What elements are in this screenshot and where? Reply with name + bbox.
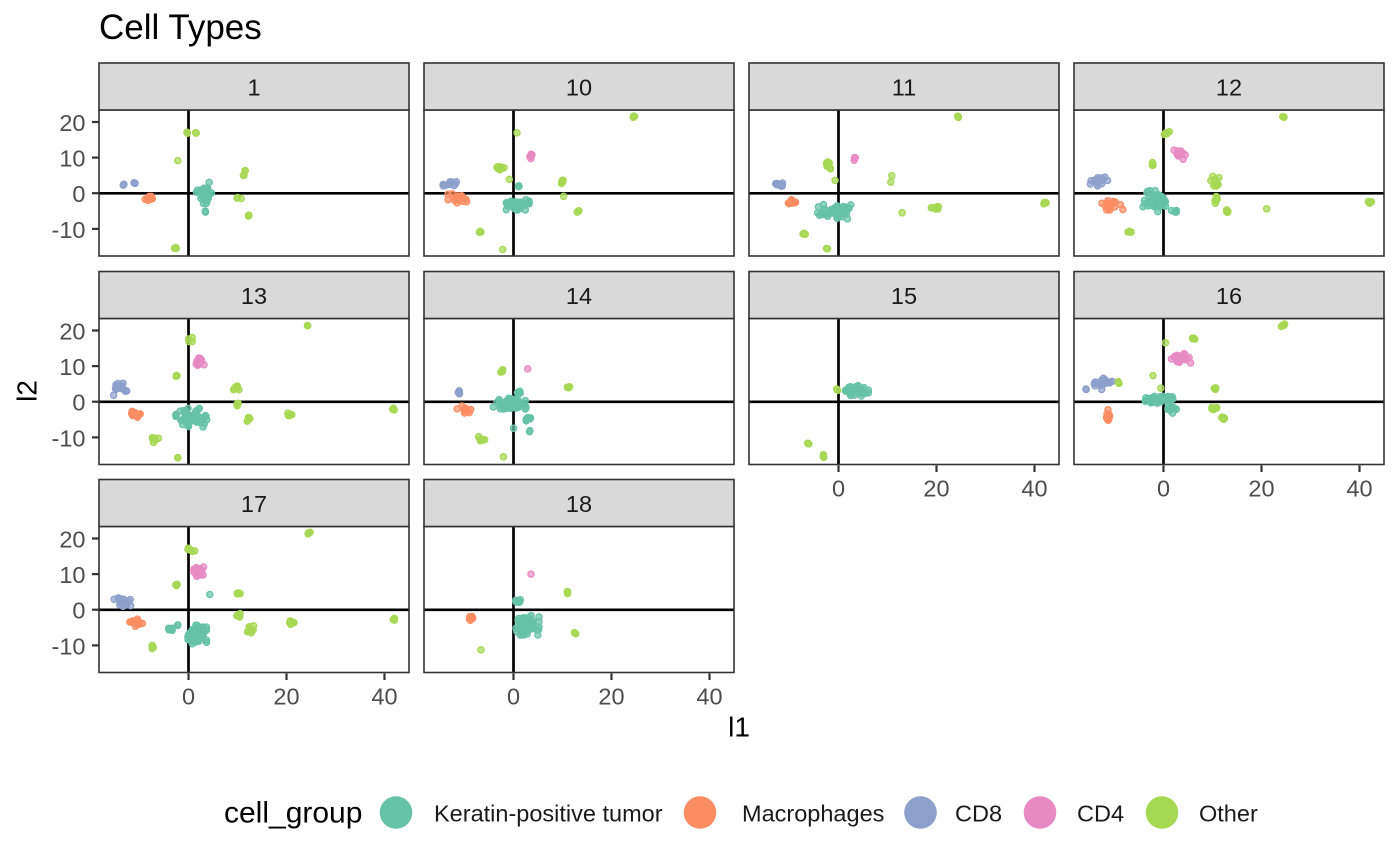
svg-text:40: 40 <box>1021 476 1047 502</box>
svg-text:15: 15 <box>891 283 917 309</box>
svg-text:0: 0 <box>507 684 520 710</box>
svg-text:13: 13 <box>241 283 267 309</box>
svg-text:20: 20 <box>1248 476 1274 502</box>
svg-text:20: 20 <box>598 684 624 710</box>
svg-text:0: 0 <box>832 476 845 502</box>
svg-text:Macrophages: Macrophages <box>742 801 884 827</box>
svg-text:l2: l2 <box>12 380 43 402</box>
svg-text:17: 17 <box>241 491 267 517</box>
svg-text:cell_group: cell_group <box>224 797 362 830</box>
svg-text:0: 0 <box>72 598 85 624</box>
svg-text:40: 40 <box>1346 476 1372 502</box>
svg-text:Cell Types: Cell Types <box>99 8 262 47</box>
svg-text:14: 14 <box>566 283 592 309</box>
svg-text:0: 0 <box>182 684 195 710</box>
svg-text:-10: -10 <box>52 217 86 243</box>
svg-text:10: 10 <box>59 354 85 380</box>
svg-text:16: 16 <box>1216 283 1242 309</box>
svg-text:0: 0 <box>72 181 85 207</box>
svg-text:Other: Other <box>1199 801 1258 827</box>
svg-text:CD8: CD8 <box>955 801 1002 827</box>
svg-text:40: 40 <box>696 684 722 710</box>
svg-text:20: 20 <box>273 684 299 710</box>
svg-text:10: 10 <box>59 562 85 588</box>
svg-text:10: 10 <box>566 75 592 101</box>
svg-text:0: 0 <box>1157 476 1170 502</box>
svg-text:18: 18 <box>566 491 592 517</box>
svg-text:-10: -10 <box>52 633 86 659</box>
svg-text:0: 0 <box>72 390 85 416</box>
svg-text:CD4: CD4 <box>1077 801 1124 827</box>
svg-text:1: 1 <box>247 75 260 101</box>
svg-text:12: 12 <box>1216 75 1242 101</box>
svg-text:40: 40 <box>371 684 397 710</box>
svg-text:-10: -10 <box>52 425 86 451</box>
svg-text:20: 20 <box>59 319 85 345</box>
svg-text:20: 20 <box>59 527 85 553</box>
svg-text:Keratin-positive tumor: Keratin-positive tumor <box>434 801 663 827</box>
svg-text:20: 20 <box>923 476 949 502</box>
svg-text:l1: l1 <box>728 712 750 743</box>
svg-text:10: 10 <box>59 146 85 172</box>
svg-text:11: 11 <box>892 75 916 101</box>
svg-text:20: 20 <box>59 110 85 136</box>
